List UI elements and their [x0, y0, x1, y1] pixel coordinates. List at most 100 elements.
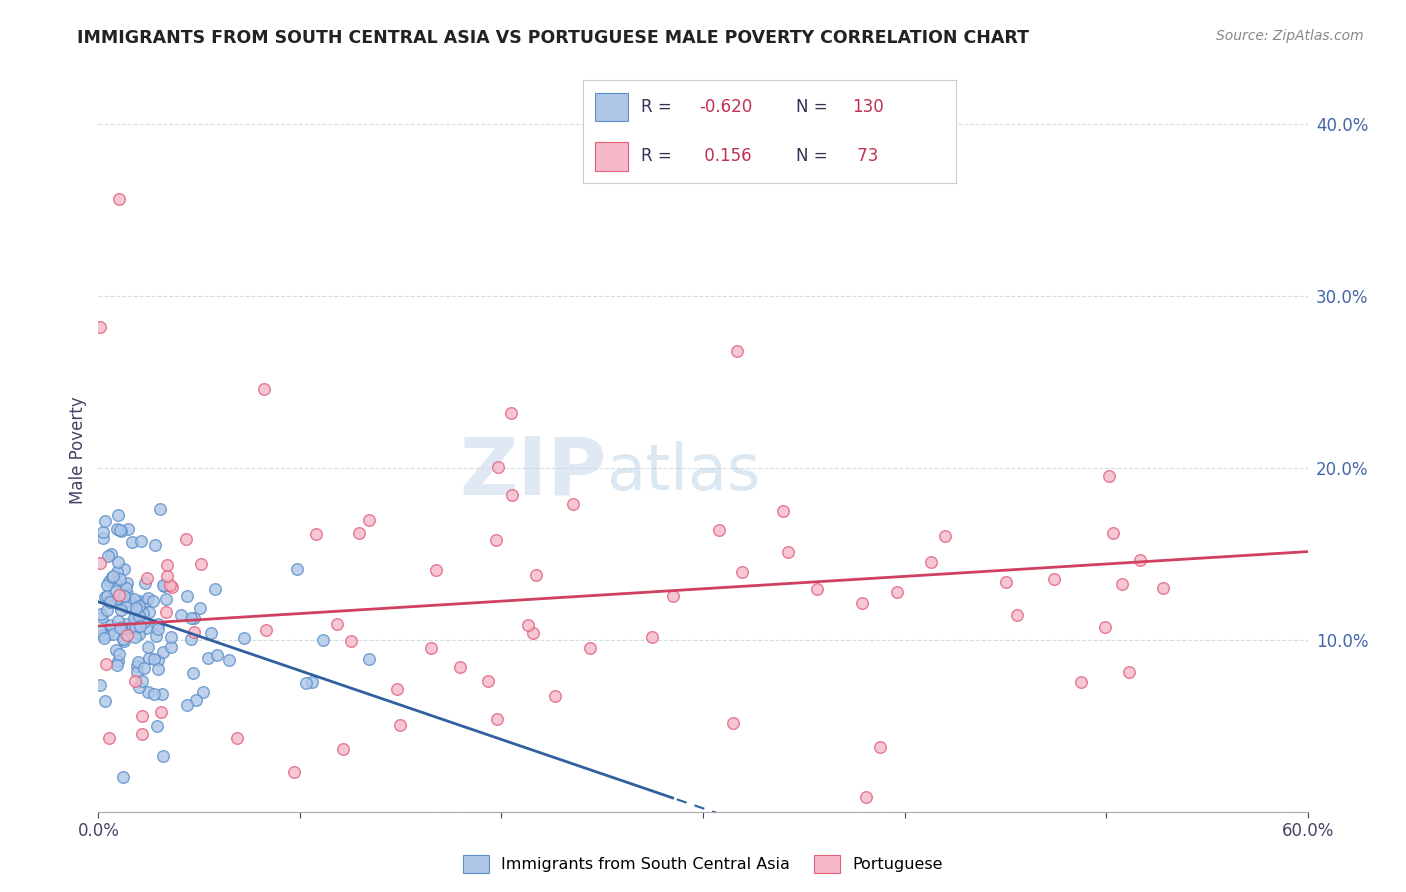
Point [124, 673, 146, 688]
Point [304, 526, 326, 541]
Point [124, 611, 146, 625]
Text: 0.156: 0.156 [699, 147, 752, 165]
Text: 130: 130 [852, 98, 883, 116]
Point [920, 555, 942, 569]
Point [1005, 607, 1028, 622]
Point [108, 588, 131, 602]
Point [143, 538, 166, 552]
Point [1129, 552, 1152, 566]
Point [725, 343, 748, 358]
Point [486, 459, 509, 474]
Point [522, 625, 544, 640]
Point [136, 591, 159, 605]
Point [200, 626, 222, 640]
Point [108, 524, 131, 538]
Point [104, 574, 127, 589]
Point [994, 574, 1017, 589]
Point [108, 572, 131, 586]
Point [93, 694, 115, 708]
Text: 73: 73 [852, 147, 879, 165]
Point [90, 607, 112, 621]
Point [156, 569, 179, 583]
Point [1152, 581, 1174, 595]
Point [107, 508, 129, 523]
Point [96, 602, 118, 616]
Point [146, 622, 169, 636]
Point [869, 739, 891, 754]
Point [112, 634, 135, 648]
Point [283, 764, 305, 779]
Point [160, 640, 183, 654]
Point [477, 673, 499, 688]
Point [359, 652, 381, 666]
Point [160, 580, 183, 594]
Point [232, 632, 254, 646]
Point [104, 643, 127, 657]
Point [107, 591, 129, 606]
Point [105, 522, 128, 536]
Point [89, 624, 111, 638]
Point [641, 630, 664, 644]
Point [425, 563, 447, 577]
Point [131, 709, 153, 723]
Point [101, 569, 124, 583]
Point [115, 622, 138, 636]
Point [190, 557, 212, 571]
Point [107, 555, 129, 569]
Point [148, 653, 170, 667]
Text: N =: N = [796, 147, 828, 165]
Text: Source: ZipAtlas.com: Source: ZipAtlas.com [1216, 29, 1364, 43]
Point [115, 616, 138, 631]
Point [94, 590, 117, 604]
Point [218, 653, 240, 667]
Point [97, 627, 120, 641]
Point [1070, 675, 1092, 690]
Point [136, 640, 159, 654]
Point [98, 731, 121, 746]
Point [776, 545, 799, 559]
Point [287, 562, 309, 576]
Point [934, 529, 956, 543]
Point [153, 579, 176, 593]
Point [112, 562, 135, 576]
Point [91, 531, 114, 545]
Point [127, 655, 149, 669]
Point [160, 630, 183, 644]
Point [449, 660, 471, 674]
Point [89, 556, 111, 570]
Point [387, 681, 409, 696]
Point [94, 657, 117, 671]
Point [145, 629, 167, 643]
Point [115, 628, 138, 642]
Point [121, 535, 143, 549]
Text: ZIP: ZIP [458, 434, 606, 511]
Point [146, 662, 169, 676]
Point [131, 727, 153, 741]
Text: -0.620: -0.620 [699, 98, 752, 116]
Point [155, 592, 177, 607]
Point [128, 608, 150, 623]
Point [851, 596, 873, 610]
Point [152, 688, 174, 702]
Point [129, 534, 152, 549]
Point [152, 578, 174, 592]
Point [148, 616, 170, 631]
Point [136, 571, 159, 585]
Point [485, 533, 508, 547]
Point [96, 577, 118, 591]
Point [114, 595, 136, 609]
Point [142, 594, 165, 608]
Point [159, 578, 181, 592]
Point [155, 605, 177, 619]
Point [1097, 469, 1119, 483]
Point [501, 488, 523, 502]
Point [128, 599, 150, 613]
Point [150, 705, 173, 719]
Point [105, 565, 128, 579]
Point [105, 657, 128, 672]
Point [138, 651, 160, 665]
Point [125, 659, 148, 673]
Point [115, 575, 138, 590]
Point [135, 594, 157, 608]
Point [170, 608, 193, 623]
